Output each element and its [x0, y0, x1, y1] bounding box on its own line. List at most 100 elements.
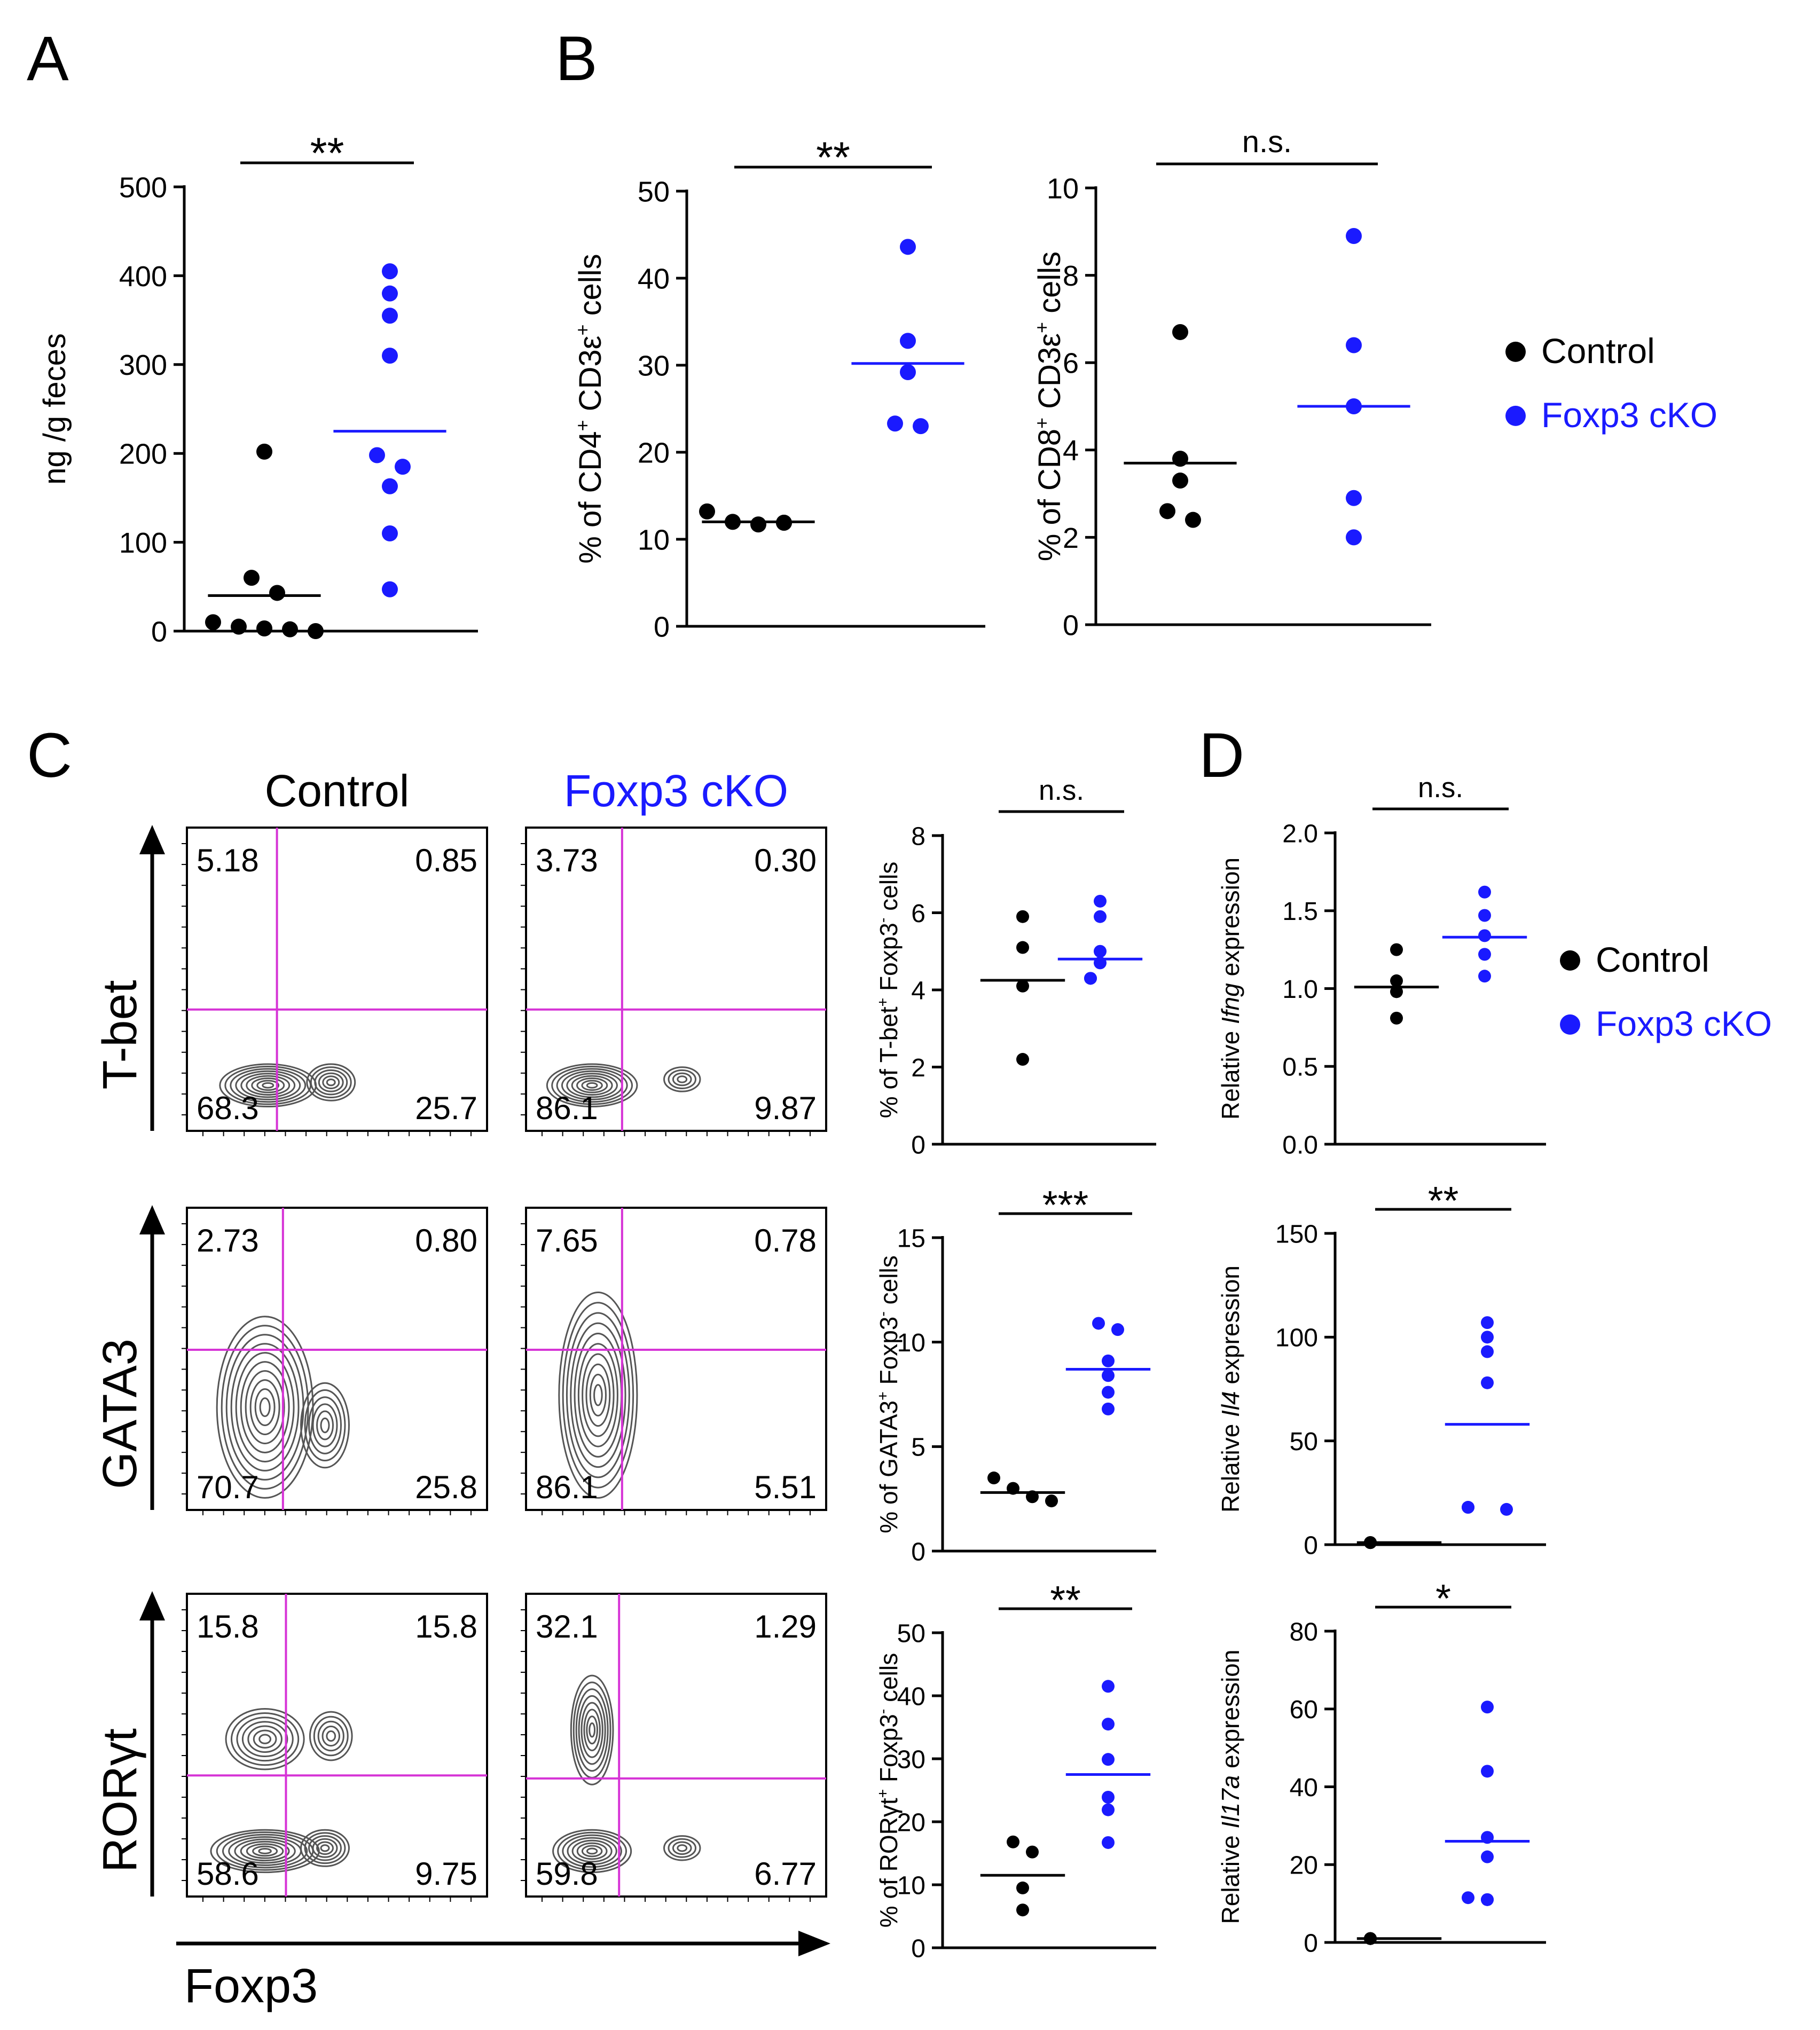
- contour-ring: [230, 1712, 300, 1766]
- y-tick-label: 0: [911, 1131, 925, 1159]
- y-arrow-head: [139, 1205, 165, 1234]
- contour-ring: [312, 1838, 338, 1858]
- contour-ring: [581, 1080, 603, 1091]
- data-point-control: [725, 514, 741, 530]
- data-point-cko: [1481, 1893, 1494, 1906]
- y-axis-label-part: +: [875, 998, 892, 1007]
- contour-ring: [321, 1725, 340, 1747]
- significance-label: **: [310, 129, 344, 178]
- contour-ring: [566, 1073, 618, 1098]
- legend-label: Foxp3 cKO: [1596, 1004, 1772, 1043]
- y-axis-label-part: cells: [875, 1653, 903, 1709]
- contour-ring: [318, 1072, 344, 1092]
- contour-ring: [230, 1068, 307, 1103]
- contour-ring: [677, 1844, 688, 1852]
- y-tick-label: 0: [151, 616, 167, 648]
- y-axis-label-part: cells: [573, 254, 608, 324]
- data-point-control: [1390, 1011, 1403, 1025]
- contour-ring: [558, 1291, 638, 1499]
- y-axis-label-part: +: [571, 324, 593, 335]
- y-tick-label: 10: [638, 524, 670, 556]
- data-point-cko: [1102, 1386, 1115, 1399]
- flow-column-title: Foxp3 cKO: [564, 766, 788, 816]
- dot-plot-D_il4: 0 50 100 150 Relative Il4 expression **: [1217, 1178, 1546, 1560]
- contour-ring: [576, 1842, 608, 1860]
- y-axis-label: % of GATA3+ Foxp3- cells: [875, 1255, 903, 1533]
- contour-ring: [562, 1834, 622, 1868]
- data-point-control: [1016, 910, 1029, 923]
- quadrant-lower-left: 86.1: [536, 1469, 598, 1505]
- contour-ring: [308, 1396, 342, 1454]
- data-point-cko: [1478, 885, 1491, 899]
- y-tick-label: 0.0: [1282, 1131, 1318, 1159]
- contour-ring: [241, 1721, 288, 1758]
- data-point-control: [1390, 974, 1403, 987]
- quadrant-upper-left: 7.65: [536, 1223, 598, 1258]
- contour-ring: [309, 1711, 353, 1761]
- y-tick-label: 60: [1290, 1696, 1318, 1724]
- y-axis-label-part: % of GATA3: [875, 1400, 903, 1533]
- y-axis-label: Relative Il17a expression: [1217, 1650, 1244, 1924]
- contour-ring: [320, 1844, 330, 1852]
- contour-ring: [668, 1838, 697, 1858]
- contour-ring: [576, 1077, 608, 1093]
- data-point-control: [308, 623, 324, 639]
- data-point-cko: [1481, 1701, 1494, 1714]
- y-tick-label: 15: [897, 1224, 925, 1253]
- panel-labels: A B C D: [27, 23, 1244, 791]
- data-point-control: [1045, 1494, 1058, 1508]
- contour-ring: [253, 1729, 277, 1749]
- data-point-cko: [1094, 956, 1107, 970]
- data-point-control: [1172, 473, 1188, 489]
- y-axis-label-part: +: [1031, 418, 1053, 429]
- quadrant-upper-right: 0.80: [415, 1223, 477, 1258]
- y-axis-label-part: Relative: [1217, 1024, 1244, 1120]
- contour-ring: [663, 1066, 701, 1092]
- y-axis-label: Relative Il4 expression: [1217, 1265, 1244, 1513]
- y-tick-label: 2: [911, 1054, 925, 1082]
- data-point-control: [1007, 1835, 1019, 1848]
- contour-ring: [252, 1845, 278, 1857]
- contour-ring: [316, 1841, 334, 1855]
- y-axis-label-part: cells: [875, 862, 903, 918]
- data-point-control: [987, 1472, 1000, 1485]
- contour-ring: [585, 1363, 611, 1427]
- data-point-cko: [1346, 490, 1362, 506]
- significance-label: **: [1050, 1578, 1081, 1622]
- flow-plot: 7.65 0.78 86.1 5.51: [521, 1207, 827, 1515]
- y-tick-label: 10: [1047, 172, 1079, 204]
- legend-marker-control: [1505, 341, 1526, 362]
- data-point-control: [1026, 1490, 1039, 1504]
- y-tick-label: 200: [119, 438, 167, 470]
- data-point-control: [750, 516, 766, 533]
- contour-ring: [310, 1066, 352, 1099]
- contour-ring: [222, 1834, 308, 1869]
- y-arrow-head: [139, 1591, 165, 1620]
- data-point-cko: [1481, 1765, 1494, 1778]
- flow-plot-frame: [525, 1207, 827, 1511]
- y-axis-label-part: expression: [1217, 1650, 1244, 1775]
- panel-label-B: B: [555, 23, 598, 94]
- contour-ring: [308, 1835, 342, 1861]
- panel-label-D: D: [1199, 720, 1244, 791]
- data-point-cko: [913, 418, 929, 435]
- data-point-cko: [1102, 1402, 1115, 1415]
- significance-label: **: [816, 133, 850, 182]
- data-point-cko: [1094, 894, 1107, 908]
- dot-plot-D_ifng: 0.0 0.5 1.0 1.5 2.0 Relative Ifng expression n…: [1217, 772, 1546, 1159]
- data-point-cko: [1481, 1316, 1494, 1329]
- y-axis-label-part: +: [875, 1789, 892, 1798]
- contour-ring: [589, 1722, 596, 1738]
- quadrant-lower-right: 9.75: [415, 1856, 477, 1892]
- data-point-control: [282, 621, 298, 638]
- data-point-cko: [1481, 1345, 1494, 1358]
- y-tick-label: 0.5: [1282, 1053, 1318, 1082]
- quadrant-lower-left: 59.8: [536, 1856, 598, 1892]
- contour-ring: [582, 1353, 615, 1437]
- panel-label-C: C: [27, 720, 72, 791]
- contour-ring: [240, 1361, 290, 1453]
- data-point-cko: [1102, 1718, 1115, 1731]
- data-point-control: [244, 570, 260, 586]
- y-axis-label: ng /g feces: [37, 333, 72, 485]
